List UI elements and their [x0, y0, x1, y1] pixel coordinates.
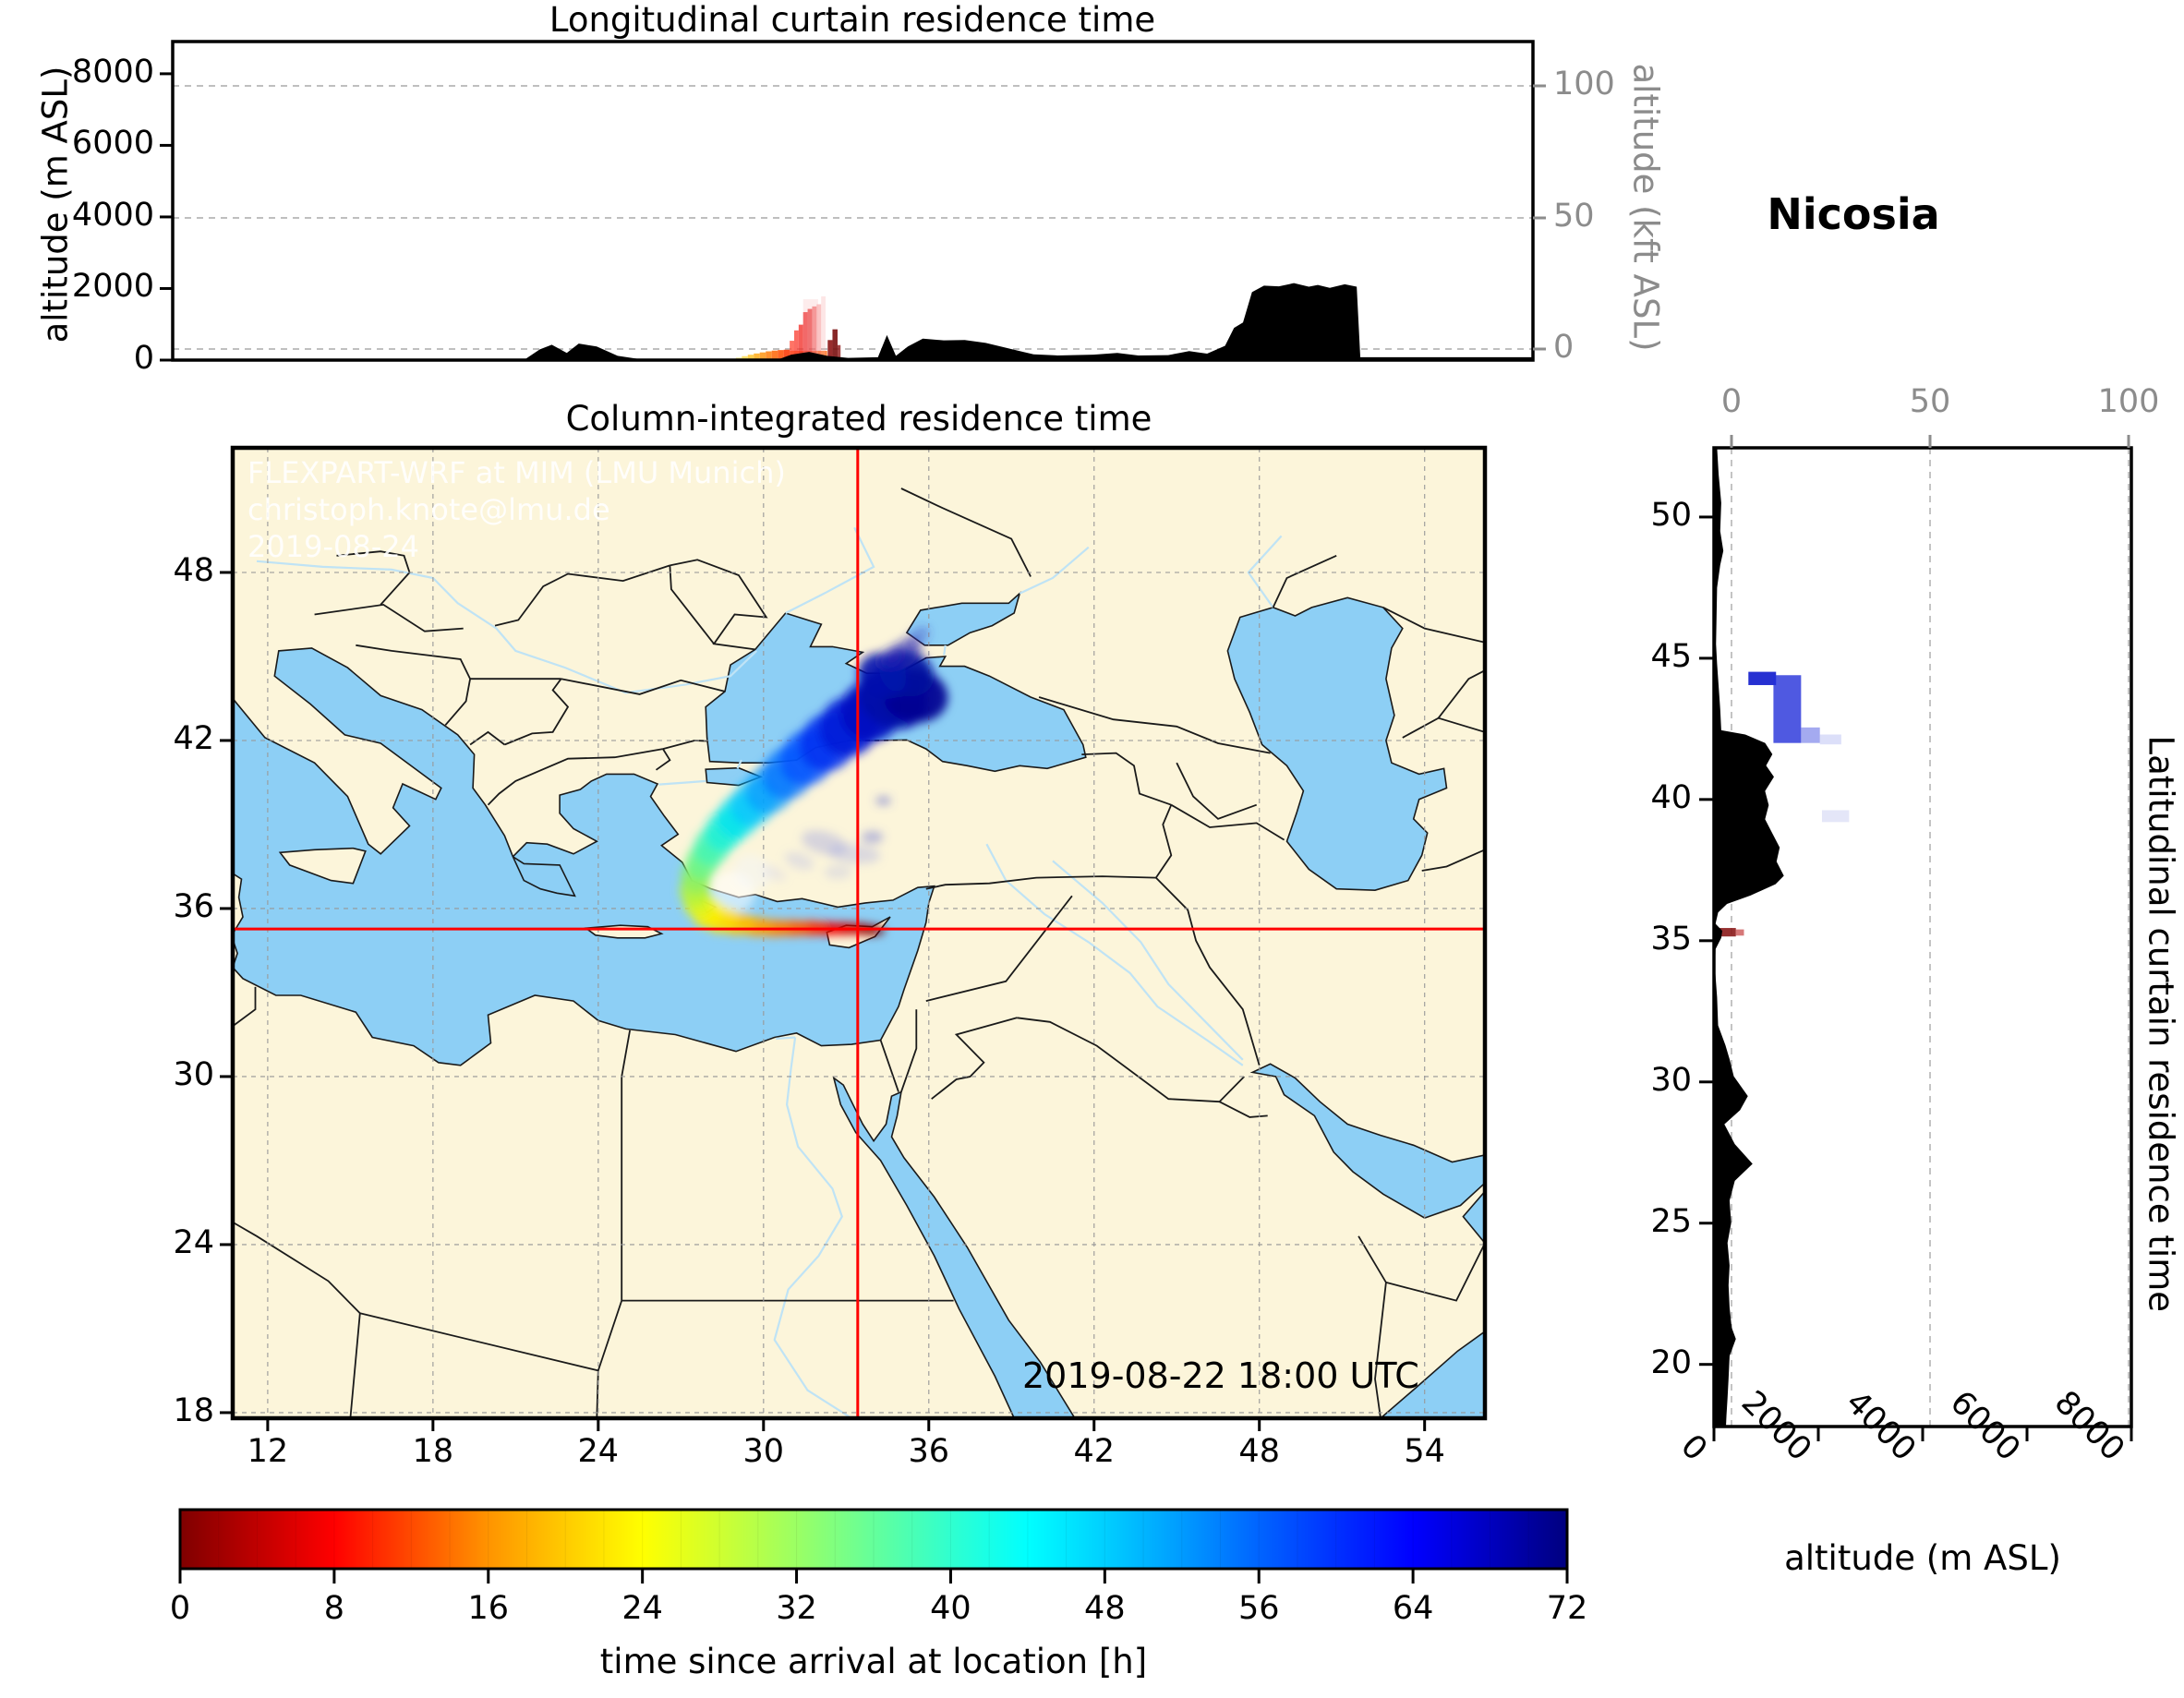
map-xtick-36: 36 — [908, 1433, 950, 1470]
right-lat-tick-20: 20 — [1650, 1343, 1692, 1381]
map-xtick-18: 18 — [412, 1433, 454, 1470]
right-lat-tick-25: 25 — [1650, 1202, 1692, 1240]
map-title: Column-integrated residence time — [565, 399, 1152, 439]
map-ytick-24: 24 — [173, 1223, 214, 1261]
top-ytick-8000: 8000 — [71, 53, 154, 90]
cbar-tick-32: 32 — [776, 1590, 817, 1627]
cbar-tick-0: 0 — [169, 1590, 191, 1627]
right-panel-ylabel: Latitudinal curtain residence time — [2141, 735, 2181, 1313]
top-kft-tick-0: 0 — [1553, 329, 1575, 366]
map-xtick-54: 54 — [1404, 1433, 1445, 1470]
top-ytick-6000: 6000 — [71, 125, 154, 163]
cbar-tick-64: 64 — [1392, 1590, 1434, 1627]
top-panel-title: Longitudinal curtain residence time — [549, 0, 1156, 40]
map-ytick-42: 42 — [173, 719, 214, 757]
top-ytick-0: 0 — [133, 340, 154, 377]
cbar-tick-16: 16 — [467, 1590, 510, 1627]
cbar-tick-48: 48 — [1084, 1590, 1126, 1627]
top-kft-tick-100: 100 — [1553, 66, 1615, 102]
map-xtick-42: 42 — [1073, 1433, 1115, 1470]
top-panel-ylabel-right: altitude (kft ASL) — [1625, 63, 1666, 352]
right-lat-tick-50: 50 — [1650, 496, 1692, 534]
watermark-line-2: christoph.knote@lmu.de — [247, 492, 610, 527]
right-lat-tick-30: 30 — [1650, 1061, 1692, 1099]
right-panel-xlabel: altitude (m ASL) — [1784, 1538, 2061, 1578]
map-ytick-30: 30 — [173, 1055, 214, 1093]
map-ytick-18: 18 — [173, 1391, 214, 1429]
map-ytick-36: 36 — [173, 887, 214, 925]
cbar-tick-40: 40 — [930, 1590, 971, 1627]
map-xtick-48: 48 — [1238, 1433, 1280, 1470]
watermark-line-1: FLEXPART-WRF at MIM (LMU Munich) — [247, 455, 786, 490]
right-kft-tick-50: 50 — [1909, 383, 1951, 420]
right-lat-tick-35: 35 — [1650, 920, 1692, 957]
top-ytick-4000: 4000 — [71, 196, 154, 234]
watermark-line-3: 2019-08-24 — [247, 529, 419, 564]
cbar-tick-56: 56 — [1237, 1590, 1280, 1627]
cbar-tick-72: 72 — [1546, 1590, 1588, 1627]
map-ytick-48: 48 — [173, 551, 214, 589]
map-datetime: 2019-08-22 18:00 UTC — [1022, 1355, 1419, 1396]
map-xtick-24: 24 — [577, 1433, 620, 1470]
map-xtick-30: 30 — [742, 1433, 785, 1470]
map-xtick-12: 12 — [247, 1433, 289, 1470]
right-kft-tick-0: 0 — [1720, 383, 1743, 420]
cbar-tick-8: 8 — [323, 1590, 345, 1627]
right-lat-tick-45: 45 — [1650, 637, 1692, 675]
right-lat-tick-40: 40 — [1650, 778, 1692, 816]
colorbar-label: time since arrival at location [h] — [599, 1642, 1148, 1681]
station-title: Nicosia — [1767, 189, 1940, 239]
cbar-tick-24: 24 — [621, 1590, 663, 1627]
right-kft-tick-100: 100 — [2097, 383, 2160, 420]
top-ytick-2000: 2000 — [71, 268, 154, 306]
top-kft-tick-50: 50 — [1553, 198, 1595, 235]
